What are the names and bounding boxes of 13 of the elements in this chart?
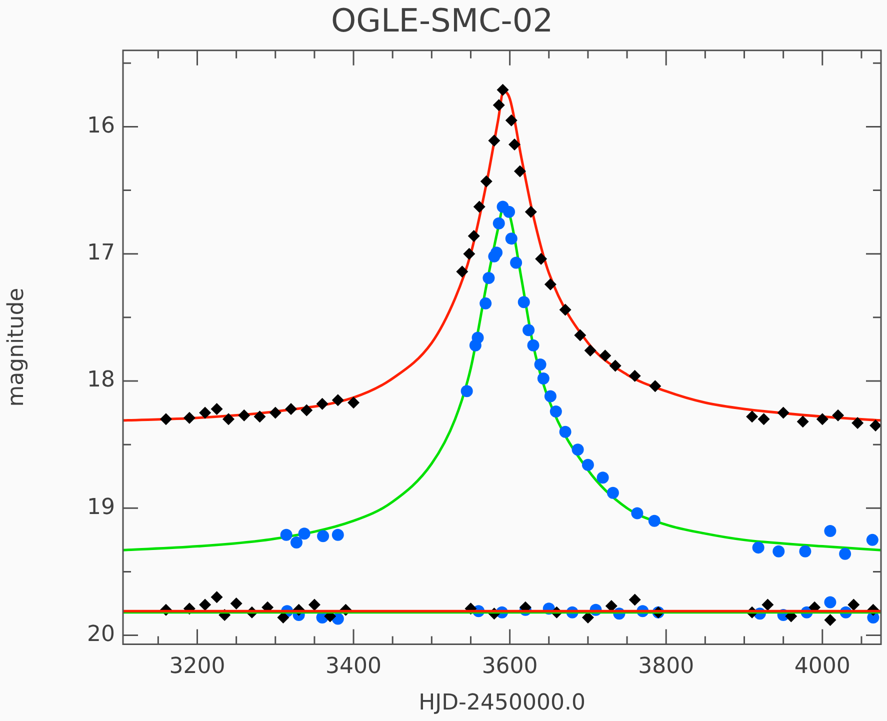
y-tick-label: 19	[87, 494, 115, 520]
x-axis-title: HJD-2450000.0	[418, 690, 586, 716]
chart-title: OGLE-SMC-02	[330, 2, 554, 40]
x-tick-label: 3200	[169, 654, 226, 680]
x-tick-label: 3400	[326, 654, 382, 680]
x-tick-label: 3600	[482, 654, 538, 680]
y-tick-label: 18	[87, 368, 115, 393]
y-tick-label: 20	[87, 622, 115, 648]
y-tick-label: 17	[87, 240, 115, 266]
x-tick-label: 4000	[794, 654, 850, 680]
x-tick-label: 3800	[638, 654, 694, 680]
y-axis-title: magnitude	[4, 288, 29, 407]
y-tick-label: 16	[87, 113, 115, 138]
